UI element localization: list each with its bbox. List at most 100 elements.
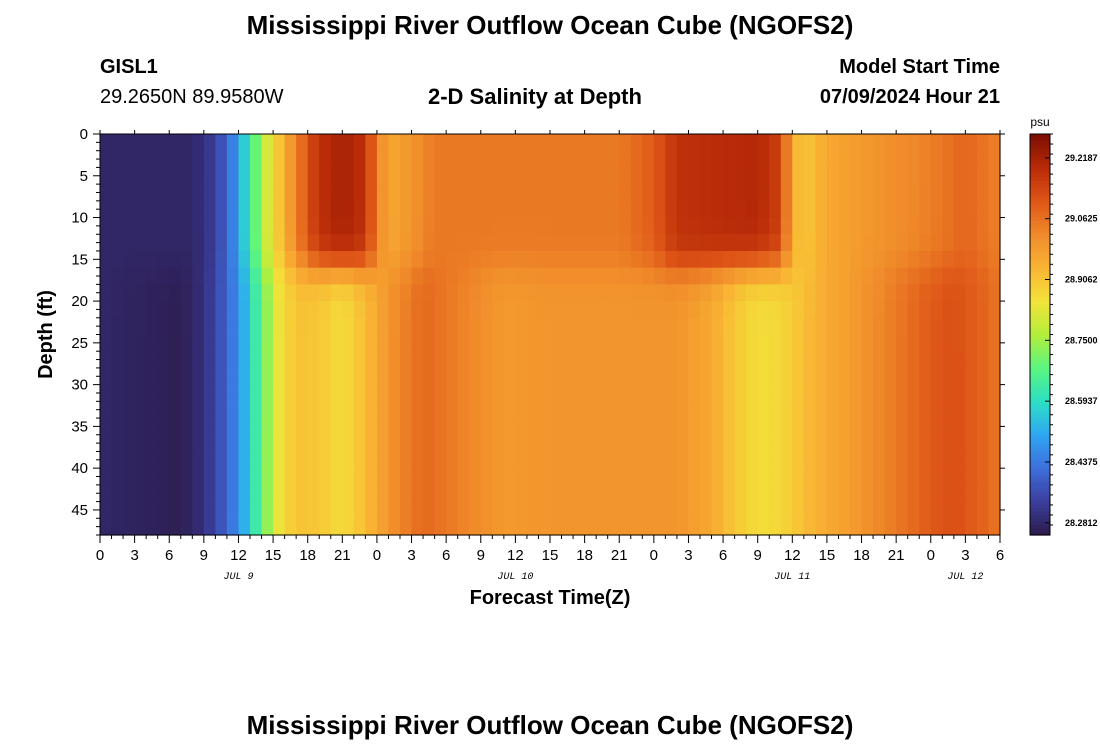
heatmap-cell [434,518,447,536]
heatmap-cell [434,384,447,402]
heatmap-cell [365,384,378,402]
heatmap-cell [976,217,990,235]
heatmap-cell [250,451,263,469]
heatmap-cell [503,217,516,235]
heatmap-cell [284,317,297,336]
heatmap-cell [457,150,470,169]
heatmap-cell [423,367,436,386]
colorbar-segment [1030,511,1050,516]
heatmap-cell [723,134,736,152]
heatmap-cell [734,150,747,169]
x-tick-label: 6 [442,547,450,564]
heatmap-cell [411,401,424,419]
heatmap-cell [734,401,747,419]
colorbar-segment [1030,494,1050,499]
heatmap-cell [503,267,516,285]
heatmap-cell [526,267,540,285]
heatmap-cell [100,317,113,336]
heatmap-cell [411,217,424,235]
heatmap-cell [284,167,297,185]
heatmap-cell [250,518,263,536]
heatmap-cell [769,284,782,302]
heatmap-cell [296,250,309,269]
heatmap-cell [688,468,701,486]
heatmap-cell [746,150,759,169]
heatmap-cell [411,250,424,269]
heatmap-cell [273,284,286,302]
heatmap-cell [965,367,978,386]
heatmap-cell [803,334,816,352]
heatmap-cell [815,384,828,402]
heatmap-cell [469,200,482,219]
heatmap-cell [330,334,343,352]
heatmap-cell [123,267,136,285]
heatmap-cell [988,250,1001,269]
heatmap-cell [515,468,528,486]
heatmap-cell [792,401,805,419]
heatmap-cell [157,167,170,185]
heatmap-cell [353,384,366,402]
heatmap-cell [319,384,332,402]
heatmap-cell [330,200,343,219]
heatmap-cell [561,484,574,503]
heatmap-cell [457,401,470,419]
heatmap-cell [423,418,436,436]
heatmap-cell [169,451,182,469]
heatmap-cell [884,418,897,436]
heatmap-cell [630,384,643,402]
heatmap-cell [538,518,551,536]
heatmap-cell [446,317,459,336]
heatmap-cell [319,401,332,419]
heatmap-cell [896,217,909,235]
heatmap-cell [850,317,863,336]
heatmap-cell [157,484,170,503]
heatmap-cell [261,284,274,302]
heatmap-cell [976,150,990,169]
heatmap-cell [607,134,620,152]
heatmap-cell [515,134,528,152]
heatmap-cell [434,134,447,152]
heatmap-cell [561,334,574,352]
heatmap-cell [907,484,920,503]
heatmap-cell [711,484,724,503]
heatmap-cell [642,150,655,169]
colorbar-segment [1030,214,1050,219]
heatmap-cell [769,384,782,402]
heatmap-cell [365,401,378,419]
heatmap-cell [400,451,413,469]
heatmap-cell [180,501,193,519]
heatmap-cell [503,434,516,453]
x-tick-label: 21 [334,547,351,564]
heatmap-cell [584,384,597,402]
heatmap-cell [803,200,816,219]
heatmap-cell [838,384,851,402]
heatmap-cell [446,484,459,503]
colorbar-segment [1030,297,1050,302]
heatmap-cell [642,184,655,202]
heatmap-cell [561,351,574,369]
heatmap-cell [146,234,159,252]
heatmap-cell [203,184,216,202]
heatmap-cell [169,234,182,252]
colorbar-segment [1030,317,1050,322]
heatmap-cell [376,468,390,486]
heatmap-cell [976,267,990,285]
heatmap-cell [665,250,678,269]
heatmap-cell [238,334,251,352]
heatmap-cell [411,167,424,185]
heatmap-cell [180,284,193,302]
heatmap-cell [723,284,736,302]
heatmap-cell [919,200,932,219]
heatmap-cell [134,451,147,469]
heatmap-cell [342,150,355,169]
heatmap-cell [538,334,551,352]
heatmap-cell [215,501,228,519]
heatmap-cell [330,134,343,152]
heatmap-cell [676,267,690,285]
heatmap-cell [353,484,366,503]
heatmap-cell [757,401,770,419]
heatmap-cell [365,184,378,202]
heatmap-cell [953,484,966,503]
heatmap-cell [919,334,932,352]
heatmap-cell [226,384,240,402]
